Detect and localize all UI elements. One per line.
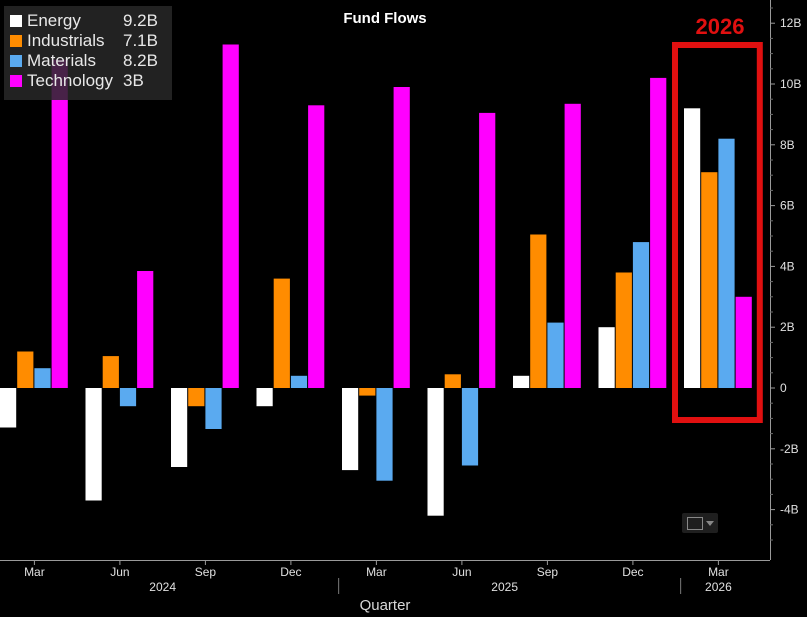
bar-industrials <box>102 356 119 388</box>
x-tick-label: Sep <box>195 565 217 579</box>
bar-energy <box>684 108 701 389</box>
y-tick-label: 0 <box>780 381 787 395</box>
bar-industrials <box>444 374 461 388</box>
chart-title: Fund Flows <box>343 10 427 27</box>
bar-industrials <box>359 388 376 396</box>
y-tick-label: 12B <box>780 16 801 30</box>
y-tick-label: 8B <box>780 138 795 152</box>
bar-energy <box>598 327 615 388</box>
bar-technology <box>393 87 410 388</box>
bar-energy <box>427 388 444 516</box>
bar-industrials <box>615 272 632 388</box>
legend-value: 3B <box>123 71 144 90</box>
bar-technology <box>650 77 667 389</box>
x-tick-label: Mar <box>24 565 45 579</box>
bar-technology <box>222 44 239 388</box>
bar-industrials <box>188 388 205 407</box>
legend-label: Energy <box>27 11 81 30</box>
x-tick-label: Jun <box>110 565 129 579</box>
chevron-down-icon <box>705 520 714 526</box>
year-label: 2024 <box>149 580 176 594</box>
y-tick-label: -4B <box>780 503 799 517</box>
legend-swatch-energy <box>10 15 22 27</box>
bar-energy <box>0 388 17 428</box>
bar-industrials <box>701 172 718 388</box>
bar-energy <box>85 388 102 501</box>
y-tick-label: 6B <box>780 199 795 213</box>
bar-energy <box>513 375 530 388</box>
bar-technology <box>137 271 154 388</box>
bar-materials <box>119 388 137 407</box>
year-label: 2025 <box>491 580 518 594</box>
bar-energy <box>171 388 188 467</box>
year-label: 2026 <box>705 580 732 594</box>
bar-technology <box>308 105 325 389</box>
y-tick-label: 4B <box>780 259 795 273</box>
x-axis-title: Quarter <box>360 597 411 614</box>
x-tick-label: Sep <box>537 565 559 579</box>
x-tick-label: Jun <box>452 565 471 579</box>
x-tick-label: Dec <box>622 565 643 579</box>
y-tick-label: 10B <box>780 77 801 91</box>
annotation-box <box>672 42 763 423</box>
line-chart-icon <box>686 516 703 530</box>
bar-technology <box>51 59 68 388</box>
legend-item-technology[interactable]: Technology 3B <box>10 71 144 91</box>
legend-item-energy[interactable]: Energy 9.2B <box>10 11 158 31</box>
legend-value: 7.1B <box>123 31 158 50</box>
bar-technology <box>479 112 496 389</box>
annotation-label: 2026 <box>695 14 745 39</box>
bar-materials <box>718 138 735 388</box>
bar-industrials <box>530 234 547 388</box>
bar-materials <box>34 368 51 388</box>
x-tick-label: Dec <box>280 565 301 579</box>
bar-energy <box>342 388 359 471</box>
bar-materials <box>632 242 650 388</box>
chart-type-menu-button[interactable] <box>682 513 718 533</box>
y-tick-label: -2B <box>780 442 799 456</box>
bar-materials <box>461 388 479 466</box>
bar-technology <box>564 103 581 389</box>
legend-label: Technology <box>27 71 114 90</box>
legend-label: Materials <box>27 51 96 70</box>
x-tick-label: Mar <box>708 565 729 579</box>
legend-item-industrials[interactable]: Industrials 7.1B <box>10 31 158 51</box>
bar-technology <box>735 296 752 388</box>
legend-value: 9.2B <box>123 11 158 30</box>
bar-industrials <box>273 278 290 388</box>
legend: Energy 9.2B Industrials 7.1B Materials 8… <box>4 6 172 100</box>
legend-value: 8.2B <box>123 51 158 70</box>
bar-materials <box>376 388 393 481</box>
legend-swatch-industrials <box>10 35 22 47</box>
bar-materials <box>547 322 564 388</box>
legend-swatch-materials <box>10 55 22 67</box>
bar-materials <box>205 388 222 429</box>
legend-swatch-technology <box>10 75 22 87</box>
bar-materials <box>290 375 308 388</box>
bar-energy <box>256 388 273 407</box>
legend-item-materials[interactable]: Materials 8.2B <box>10 51 158 71</box>
bar-industrials <box>17 351 34 388</box>
legend-label: Industrials <box>27 31 105 50</box>
y-tick-label: 2B <box>780 320 795 334</box>
x-tick-label: Mar <box>366 565 387 579</box>
